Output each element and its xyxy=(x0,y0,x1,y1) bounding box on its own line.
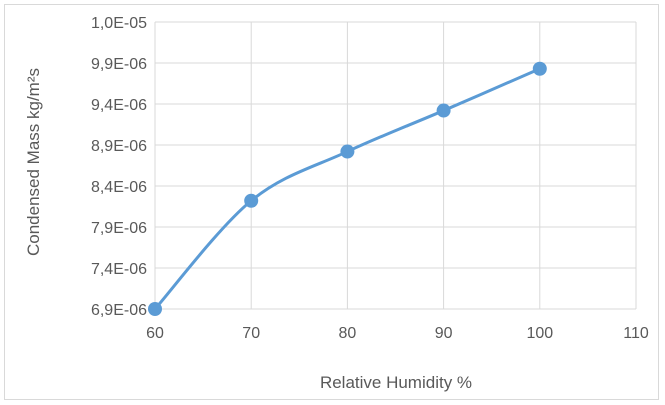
y-tick-label: 7,4E-06 xyxy=(91,261,147,278)
data-point xyxy=(244,193,259,208)
chart-frame xyxy=(4,4,659,400)
x-tick-label: 100 xyxy=(526,325,553,342)
x-tick-label: 70 xyxy=(242,325,260,342)
data-point xyxy=(436,103,451,118)
y-tick-label: 6,9E-06 xyxy=(91,302,147,319)
x-tick-label: 60 xyxy=(146,325,164,342)
y-tick-label: 9,9E-06 xyxy=(91,56,147,73)
x-axis-tick-labels: 60 70 80 90 100 110 xyxy=(146,325,649,342)
y-axis-tick-labels: 6,9E-06 7,4E-06 7,9E-06 8,4E-06 8,9E-06 9,4E-… xyxy=(91,15,147,319)
data-point xyxy=(532,61,547,76)
grid xyxy=(154,21,637,310)
y-tick-label: 7,9E-06 xyxy=(91,220,147,237)
x-tick-label: 110 xyxy=(623,325,649,342)
series-layer xyxy=(148,61,547,316)
y-axis-title: Condensed Mass kg/m²s xyxy=(24,68,43,256)
y-tick-label: 1,0E-05 xyxy=(91,15,147,32)
x-axis-title: Relative Humidity % xyxy=(320,373,472,392)
y-tick-label: 8,9E-06 xyxy=(91,138,147,155)
x-tick-label: 90 xyxy=(435,325,453,342)
y-tick-label: 9,4E-06 xyxy=(91,97,147,114)
x-tick-label: 80 xyxy=(339,325,357,342)
data-point xyxy=(148,302,162,316)
data-point xyxy=(340,144,355,159)
y-tick-label: 8,4E-06 xyxy=(91,179,147,196)
